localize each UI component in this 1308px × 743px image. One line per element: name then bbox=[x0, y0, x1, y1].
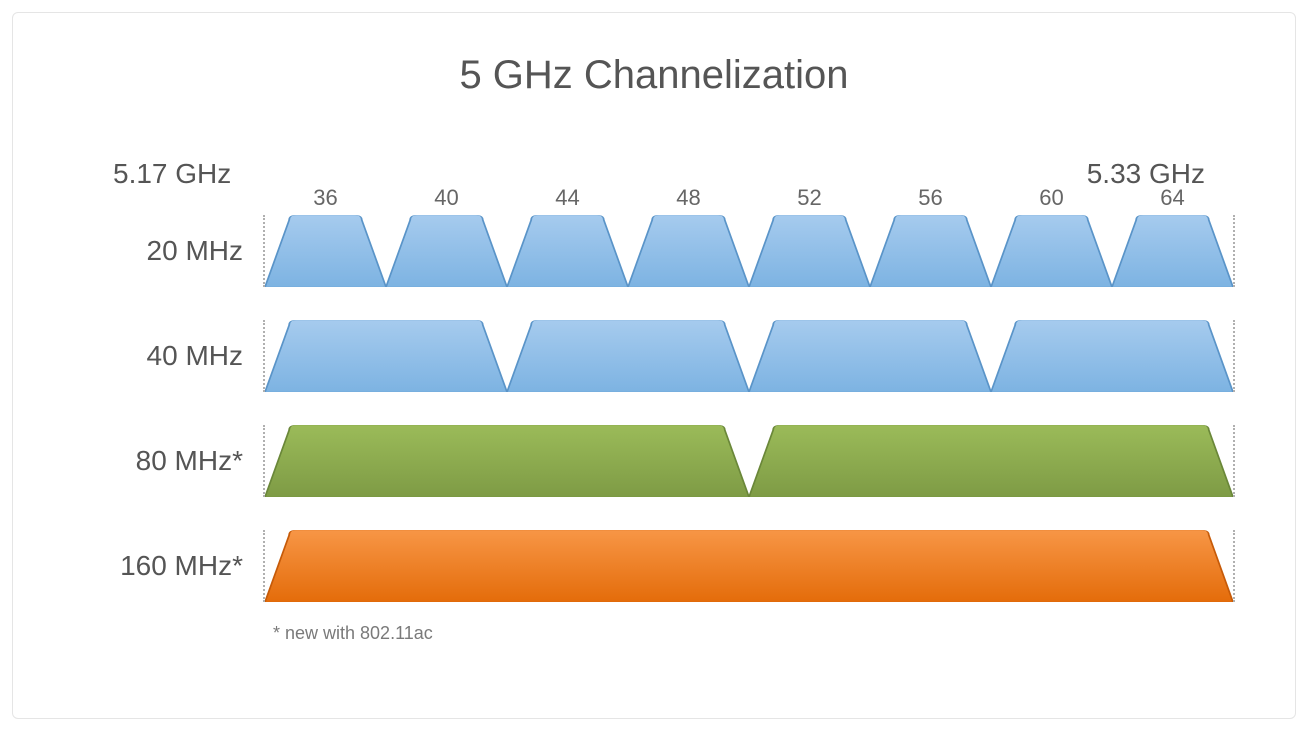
channel-block bbox=[749, 215, 870, 287]
bandwidth-row: 80 MHz* bbox=[73, 413, 1235, 508]
channel-block bbox=[870, 215, 991, 287]
bandwidth-row: 20 MHz3640444852566064 bbox=[73, 203, 1235, 298]
channel-block bbox=[265, 530, 1233, 602]
channelization-diagram: 20 MHz3640444852566064 40 MHz 80 MHz* 160 M… bbox=[73, 203, 1235, 644]
channel-block bbox=[991, 215, 1112, 287]
bandwidth-row-track bbox=[263, 530, 1235, 602]
freq-start-label: 5.17 GHz bbox=[113, 158, 231, 190]
channel-block bbox=[386, 215, 507, 287]
channel-number-labels: 36 40 44 48 52 56 60 64 bbox=[265, 185, 1233, 209]
channel-block bbox=[265, 320, 507, 392]
channel-number-label: 60 bbox=[1039, 185, 1063, 211]
bandwidth-row: 160 MHz* bbox=[73, 518, 1235, 613]
card: 5 GHz Channelization 5.17 GHz 5.33 GHz 2… bbox=[12, 12, 1296, 719]
bandwidth-row: 40 MHz bbox=[73, 308, 1235, 403]
bandwidth-row-label: 80 MHz* bbox=[73, 445, 263, 477]
bandwidth-row-label: 40 MHz bbox=[73, 340, 263, 372]
channel-block bbox=[1112, 215, 1233, 287]
channel-block bbox=[628, 215, 749, 287]
channel-block bbox=[265, 215, 386, 287]
channel-block bbox=[507, 215, 628, 287]
channel-number-label: 44 bbox=[555, 185, 579, 211]
channel-number-label: 64 bbox=[1160, 185, 1184, 211]
bandwidth-row-label: 20 MHz bbox=[73, 235, 263, 267]
bandwidth-row-track bbox=[263, 425, 1235, 497]
footnote: * new with 802.11ac bbox=[273, 623, 1235, 644]
bandwidth-row-label: 160 MHz* bbox=[73, 550, 263, 582]
channel-number-label: 48 bbox=[676, 185, 700, 211]
channel-number-label: 52 bbox=[797, 185, 821, 211]
channel-block bbox=[749, 320, 991, 392]
chart-title: 5 GHz Channelization bbox=[73, 53, 1235, 98]
channel-number-label: 36 bbox=[313, 185, 337, 211]
channel-number-label: 56 bbox=[918, 185, 942, 211]
channel-block bbox=[265, 425, 749, 497]
bandwidth-row-track: 3640444852566064 bbox=[263, 215, 1235, 287]
channel-block bbox=[749, 425, 1233, 497]
channel-block bbox=[991, 320, 1233, 392]
bandwidth-row-track bbox=[263, 320, 1235, 392]
channel-number-label: 40 bbox=[434, 185, 458, 211]
channel-block bbox=[507, 320, 749, 392]
